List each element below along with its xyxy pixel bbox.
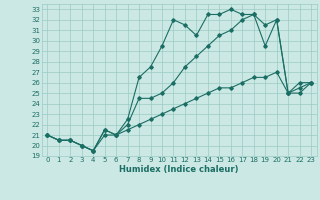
X-axis label: Humidex (Indice chaleur): Humidex (Indice chaleur): [119, 165, 239, 174]
